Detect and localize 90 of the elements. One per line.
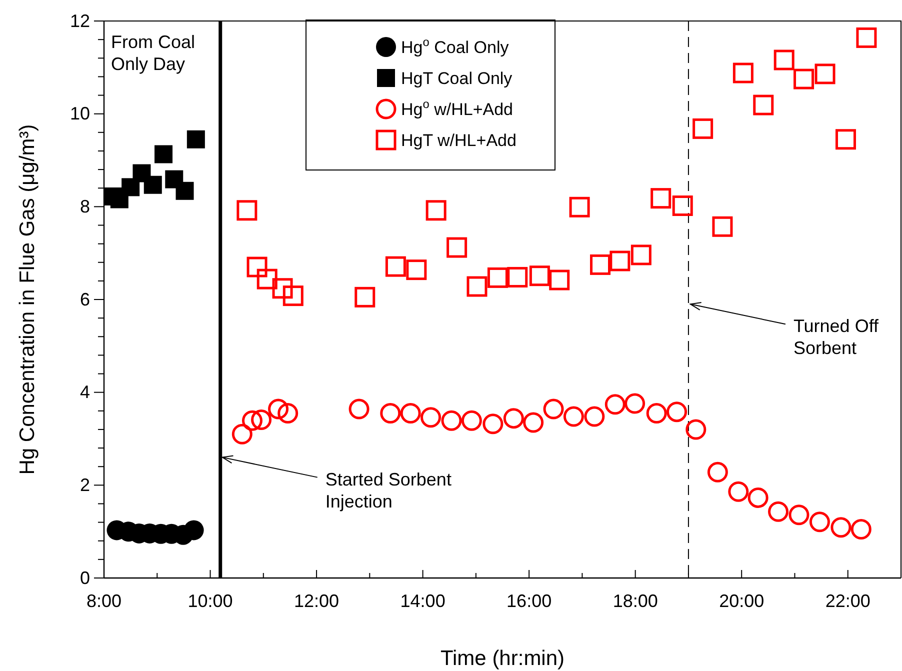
point <box>672 195 693 216</box>
point <box>446 237 468 258</box>
point <box>272 278 293 299</box>
point <box>569 196 590 218</box>
point <box>268 398 289 420</box>
point <box>835 129 856 150</box>
point <box>487 267 508 288</box>
legend-label: HgT w/HL+Add <box>401 131 516 150</box>
y-tick-label: 2 <box>80 474 90 495</box>
x-tick-label: 14:00 <box>400 590 446 611</box>
point <box>246 256 268 278</box>
point <box>176 182 194 200</box>
x-tick-label: 22:00 <box>825 590 870 611</box>
point <box>650 188 672 209</box>
point <box>482 414 504 434</box>
point <box>748 487 768 508</box>
y-tick-label: 4 <box>80 382 90 402</box>
y-tick-label: 0 <box>80 568 90 588</box>
point <box>732 62 754 84</box>
point <box>354 286 376 308</box>
y-tick-label: 8 <box>80 196 90 216</box>
point <box>426 200 446 221</box>
point <box>242 410 262 431</box>
point <box>590 254 611 275</box>
point <box>692 118 714 139</box>
x-tick-label: 10:00 <box>188 590 233 611</box>
point <box>543 398 564 420</box>
y-axis-title: Hg Concentration in Flue Gas (μg/m³) <box>16 124 39 475</box>
x-tick-label: 18:00 <box>612 590 658 611</box>
point <box>256 268 278 290</box>
point <box>809 512 830 532</box>
point <box>400 402 421 424</box>
point <box>282 286 304 306</box>
point <box>154 145 173 164</box>
point <box>406 260 427 280</box>
x-tick-label: 20:00 <box>719 590 764 611</box>
point <box>144 176 162 194</box>
y-tick-label: 12 <box>70 10 90 31</box>
point <box>728 481 749 502</box>
point <box>466 276 488 297</box>
point <box>122 178 140 196</box>
point <box>441 410 462 431</box>
point <box>420 407 442 428</box>
point <box>380 402 401 424</box>
point <box>232 424 252 444</box>
point <box>348 398 370 420</box>
legend-label: Hg$^{o}$ Coal Only <box>401 35 510 57</box>
x-tick-label: 8:00 <box>86 590 122 611</box>
y-tick-label: 6 <box>80 289 90 310</box>
point <box>624 393 646 414</box>
point <box>774 50 794 70</box>
x-axis-title: Time (hr:min) <box>440 647 565 670</box>
point <box>385 256 406 277</box>
point <box>549 270 570 290</box>
point <box>707 462 728 482</box>
annotation: Started Sorbent Injection <box>325 469 452 512</box>
point <box>584 406 605 427</box>
point <box>753 94 774 116</box>
y-tick-label: 10 <box>70 104 90 124</box>
point <box>184 520 204 540</box>
point <box>856 27 877 48</box>
point <box>788 504 810 526</box>
point <box>712 216 733 237</box>
annotation: Turned Off Sorbent <box>793 316 880 358</box>
legend-label: Hg$^{o}$ w/HL+Add <box>401 97 513 119</box>
point <box>686 419 706 440</box>
point <box>278 402 298 424</box>
point <box>850 519 872 540</box>
point <box>814 64 836 84</box>
point <box>610 250 630 272</box>
point <box>563 406 584 427</box>
legend-label: HgT Coal Only <box>401 69 513 88</box>
point <box>503 408 524 429</box>
point <box>529 266 550 286</box>
point <box>666 402 688 422</box>
point <box>768 501 789 522</box>
point <box>461 410 482 431</box>
point <box>630 244 652 266</box>
point <box>186 130 205 148</box>
point <box>604 394 626 415</box>
x-tick-label: 16:00 <box>506 590 552 611</box>
point <box>794 68 814 90</box>
point <box>646 402 667 424</box>
point <box>236 200 258 221</box>
point <box>523 412 544 433</box>
point <box>251 409 272 430</box>
x-tick-label: 12:00 <box>294 590 340 611</box>
point <box>507 266 528 288</box>
annotation: From Coal Only Day <box>111 32 196 74</box>
point <box>830 517 852 538</box>
